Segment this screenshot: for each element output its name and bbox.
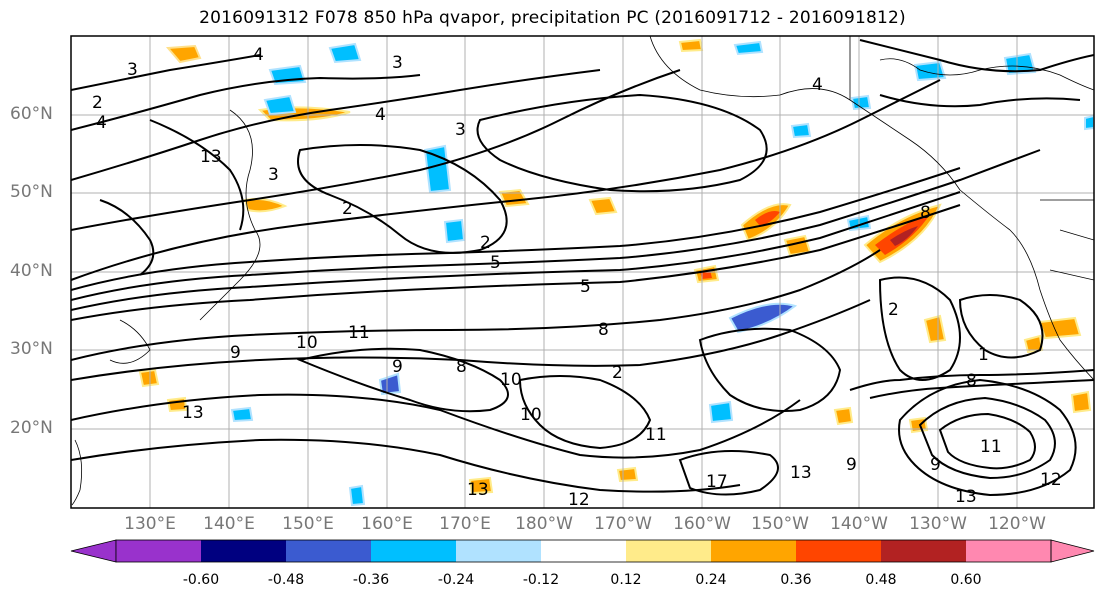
contour-label: 4 [253,45,264,65]
contour-label: 2 [480,233,491,253]
colorbar-segment [541,540,626,562]
contour-label: 3 [392,53,403,73]
colorbar [70,539,1095,563]
colorbar-segment [201,540,286,562]
contour-label: 8 [966,371,977,391]
contour-label: 3 [127,60,138,80]
contour-label: 9 [930,455,941,475]
colorbar-segment [796,540,881,562]
contour-label: 9 [846,455,857,475]
contour-label: 9 [392,357,403,377]
contour-label: 12 [568,490,590,510]
lat-label: 40°N [10,261,53,281]
contour-label: 8 [456,357,467,377]
colorbar-segment [626,540,711,562]
lat-label: 50°N [10,182,53,202]
contour-label: 5 [580,277,591,297]
lon-label: 160°W [673,514,731,534]
lon-label: 180°W [515,514,573,534]
lon-label: 120°W [988,514,1046,534]
contour-label: 4 [812,75,823,95]
lon-label: 150°E [282,514,334,534]
colorbar-extend-low [70,539,117,563]
contour-label: 2 [92,93,103,113]
lon-label: 130°W [909,514,967,534]
map-area: 3 4 2 4 3 4 13 3 5 3 2 2 2 4 8 8 5 10 9 … [71,36,1094,510]
contour-label: 9 [230,343,241,363]
colorbar-extend-high [1050,539,1095,563]
colorbar-tick-label: 0.36 [780,572,812,588]
precipitation-shading [138,38,1094,507]
contour-label: 8 [920,203,931,223]
contour-label: 4 [375,105,386,125]
contour-label: 13 [790,463,812,483]
contour-label: 13 [955,487,977,507]
map-title: 2016091312 F078 850 hPa qvapor, precipit… [199,8,906,28]
contour-labels: 3 4 2 4 3 4 13 3 5 3 2 2 2 4 8 8 5 10 9 … [92,45,1062,510]
colorbar-tick-label: -0.60 [182,572,220,588]
lon-label: 160°E [361,514,413,534]
contour-label: 17 [706,472,728,492]
contour-label: 2 [342,199,353,219]
map-frame [70,35,1095,509]
colorbar-tick-label: 0.12 [610,572,642,588]
colorbar-tick-label: 0.24 [695,572,727,588]
contour-label: 13 [182,403,204,423]
contour-label: 10 [520,405,542,425]
colorbar-frame [115,539,1052,563]
lon-label: 150°W [751,514,809,534]
contour-label: 13 [200,147,222,167]
colorbar-segment [881,540,966,562]
lon-label: 130°E [124,514,176,534]
colorbar-tick-label: -0.48 [267,572,305,588]
qvapor-contours [71,39,1094,497]
contour-label: 3 [455,120,466,140]
colorbar-segment [711,540,796,562]
lat-label: 30°N [10,339,53,359]
lon-label: 140°W [830,514,888,534]
colorbar-tick-label: 0.48 [865,572,897,588]
lat-label: 60°N [10,104,53,124]
contour-label: 3 [268,165,279,185]
contour-label: 11 [980,437,1002,457]
coastlines [71,36,1094,506]
colorbar-tick-label: 0.60 [950,572,982,588]
colorbar-segment [966,540,1051,562]
colorbar-segment [286,540,371,562]
contour-label: 11 [348,323,370,343]
contour-label: 11 [645,425,667,445]
colorbar-segment [371,540,456,562]
contour-label: 1 [978,345,989,365]
colorbar-tick-label: -0.24 [437,572,475,588]
colorbar-tick-label: -0.36 [352,572,390,588]
lon-label: 170°E [439,514,491,534]
contour-label: 10 [296,333,318,353]
lat-label: 20°N [10,418,53,438]
contour-label: 13 [467,480,489,500]
contour-label: 5 [490,253,501,273]
contour-label: 12 [1040,470,1062,490]
contour-label: 8 [598,320,609,340]
lon-label: 140°E [203,514,255,534]
colorbar-segment [116,540,201,562]
lon-label: 170°W [594,514,652,534]
colorbar-tick-label: -0.12 [522,572,560,588]
colorbar-segment [456,540,541,562]
contour-label: 2 [612,363,623,383]
contour-label: 2 [888,300,899,320]
contour-label: 4 [96,113,107,133]
contour-label: 10 [500,370,522,390]
